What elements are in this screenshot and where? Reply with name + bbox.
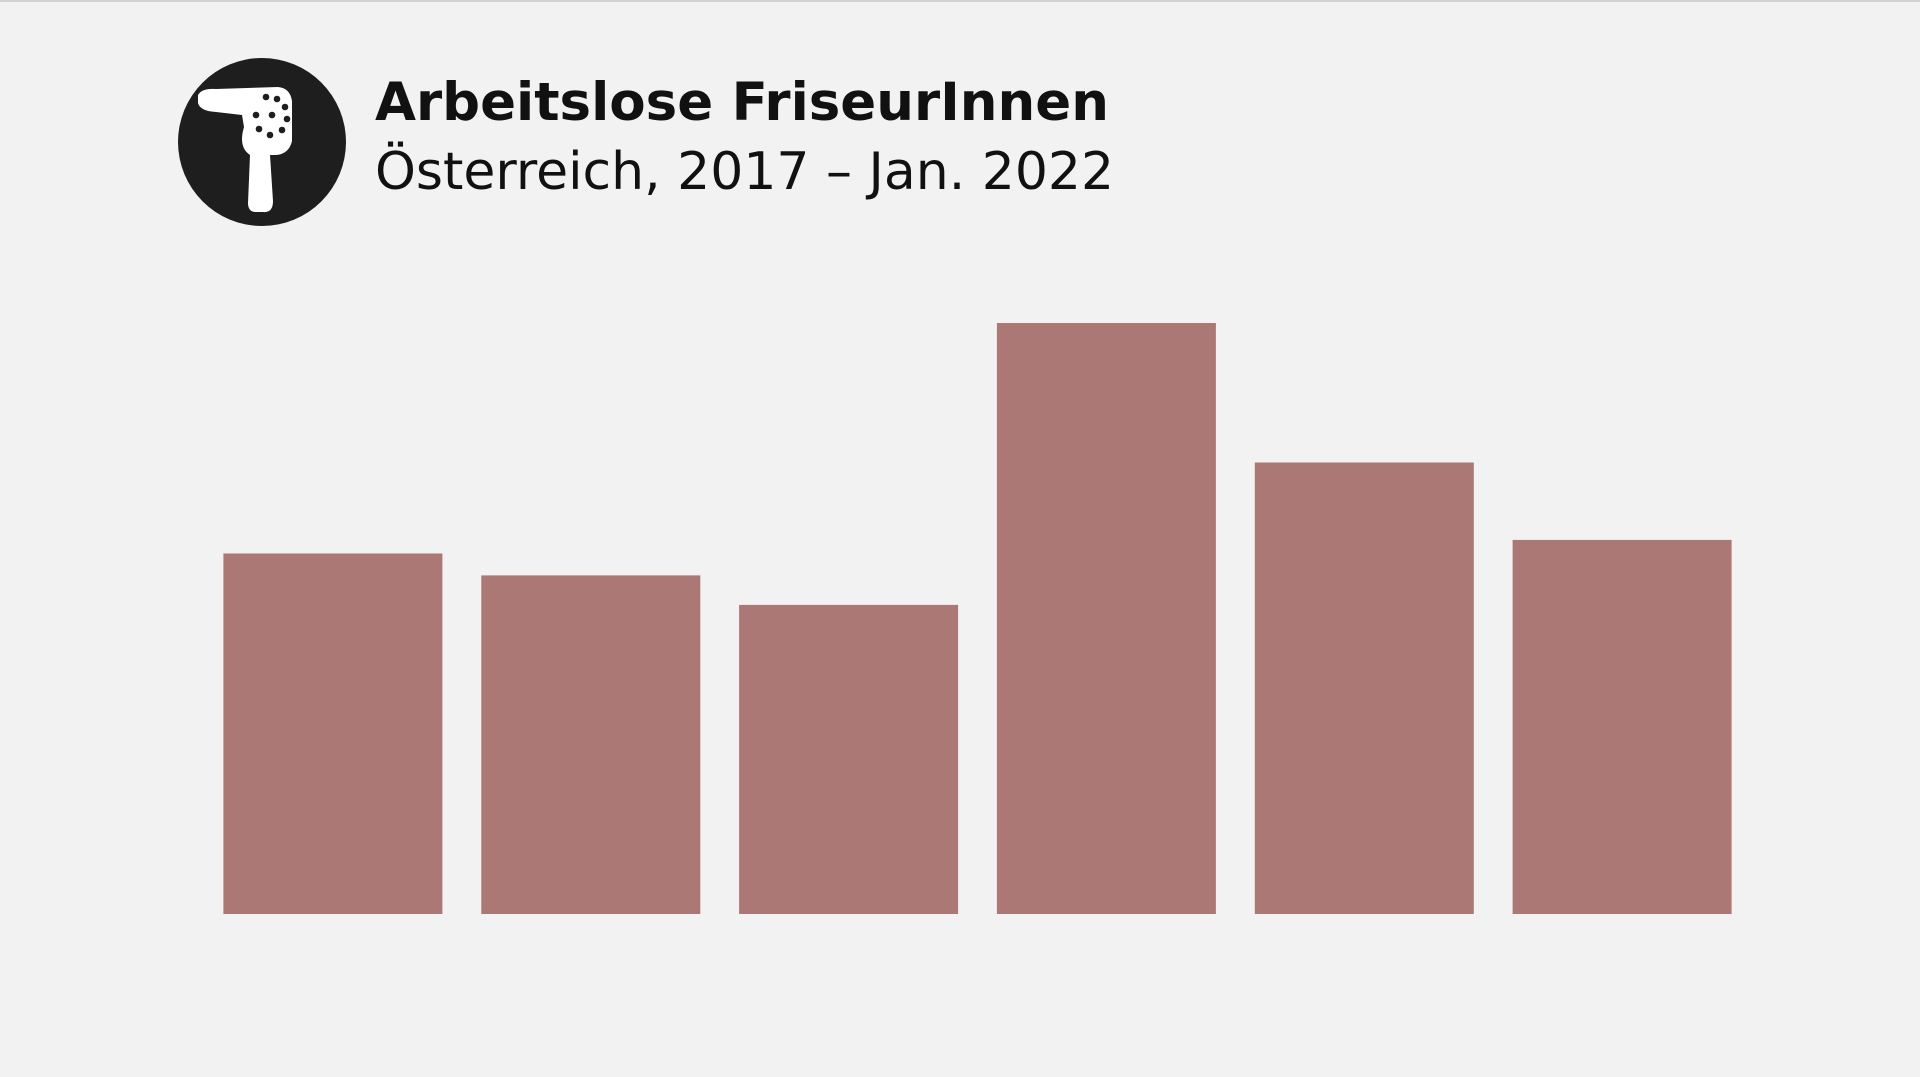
bar-5 — [1254, 462, 1474, 914]
chart-subtitle: Österreich, 2017 – Jan. 2022 — [375, 142, 1115, 202]
bar-3 — [739, 604, 959, 914]
bar-4 — [996, 323, 1216, 914]
chart-title: Arbeitslose FriseurInnen — [375, 72, 1109, 133]
bar-2 — [481, 575, 701, 914]
chart-titles: Arbeitslose FriseurInnen Österreich, 201… — [375, 68, 1114, 206]
bar-6 — [1512, 539, 1732, 914]
chart-header: Arbeitslose FriseurInnen Österreich, 201… — [178, 55, 1114, 229]
bar-1 — [223, 553, 443, 914]
hairdryer-icon — [178, 58, 346, 226]
top-rule — [0, 0, 1920, 2]
